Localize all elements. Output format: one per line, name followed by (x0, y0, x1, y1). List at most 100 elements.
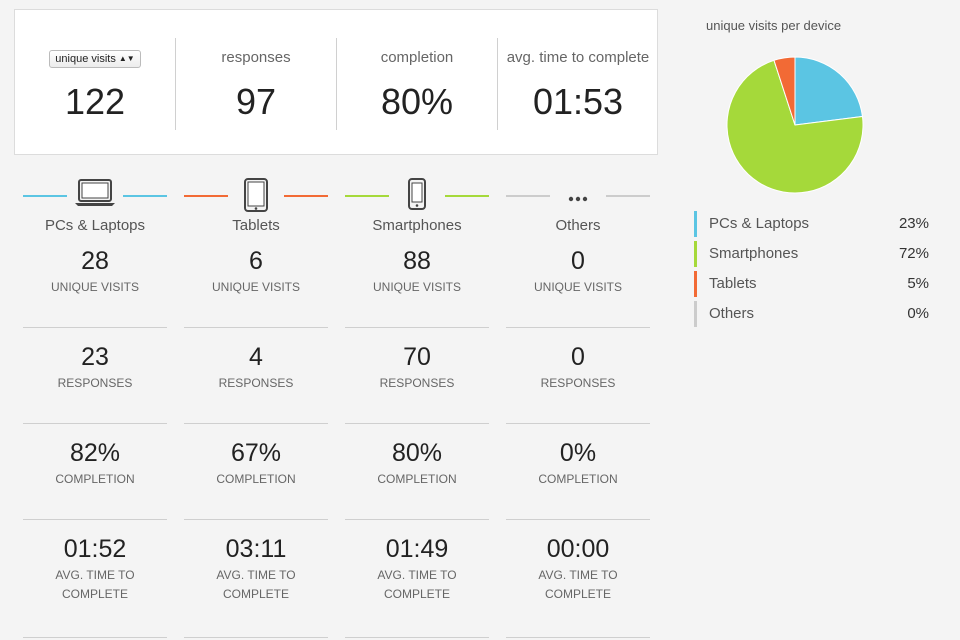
pie-chart (726, 56, 864, 194)
summary-value: 80% (380, 81, 454, 122)
select-arrows-icon: ▲▼ (118, 54, 135, 63)
tablet-icon (243, 178, 269, 217)
legend-name: PCs & Laptops (709, 215, 810, 232)
metric-select[interactable]: unique visits ▲▼ (49, 50, 141, 68)
legend-color-bar (694, 211, 697, 237)
legend-item: Tablets 5% (694, 270, 934, 300)
summary-responses: responses 97 (175, 38, 336, 130)
metric-caption: AVG. TIME TO COMPLETE (216, 568, 296, 601)
metric-completion: 82% COMPLETION (23, 424, 167, 520)
legend-item: PCs & Laptops 23% (694, 210, 934, 240)
summary-completion: completion 80% (336, 38, 497, 130)
pie-slice-smartphones (726, 59, 864, 194)
metric-completion: 0% COMPLETION (506, 424, 650, 520)
legend-percent: 0% (907, 305, 929, 322)
device-color-line (284, 195, 328, 197)
metric-time: 01:52 AVG. TIME TO COMPLETE (23, 520, 167, 638)
legend-percent: 72% (898, 245, 929, 262)
metric-caption: UNIQUE VISITS (372, 280, 461, 294)
laptop-icon (74, 178, 116, 213)
device-color-line (606, 195, 650, 197)
legend-color-bar (694, 301, 697, 327)
legend-name: Smartphones (709, 245, 799, 262)
metric-value: 03:11 (225, 535, 287, 563)
metric-caption: UNIQUE VISITS (50, 280, 139, 294)
metric-caption: COMPLETION (216, 472, 296, 486)
metric-value: 88 (403, 247, 431, 275)
metric-value: 00:00 (546, 535, 610, 563)
metric-value: 0 (571, 343, 585, 371)
summary-label: responses (221, 49, 291, 66)
metric-caption: UNIQUE VISITS (211, 280, 300, 294)
metric-time: 01:49 AVG. TIME TO COMPLETE (345, 520, 489, 638)
metric-value: 80% (391, 439, 443, 467)
metric-time: 00:00 AVG. TIME TO COMPLETE (506, 520, 650, 638)
summary-value: 97 (235, 81, 277, 122)
metric-value: 6 (249, 247, 263, 275)
legend-percent: 5% (907, 275, 929, 292)
device-header (184, 176, 328, 214)
ellipsis-icon (566, 178, 590, 217)
metric-caption: UNIQUE VISITS (533, 280, 622, 294)
summary-label: avg. time to complete (506, 49, 650, 66)
metric-caption: COMPLETION (377, 472, 457, 486)
summary-value: 122 (64, 81, 126, 122)
metric-responses: 70 RESPONSES (345, 328, 489, 424)
metric-caption: RESPONSES (57, 376, 133, 390)
metric-visits: 6 UNIQUE VISITS (184, 238, 328, 328)
device-color-line (184, 195, 228, 197)
metric-value: 67% (230, 439, 282, 467)
legend-percent: 23% (898, 215, 929, 232)
summary-label: completion (380, 49, 454, 66)
pie-legend: PCs & Laptops 23% Smartphones 72% Tablet… (694, 210, 934, 330)
device-column-tablets: Tablets 6 UNIQUE VISITS 4 RESPONSES 67% … (184, 176, 328, 638)
summary-card: unique visits ▲▼ 122 responses 97 complet… (14, 9, 658, 155)
metric-visits: 88 UNIQUE VISITS (345, 238, 489, 328)
device-color-line (445, 195, 489, 197)
metric-completion: 80% COMPLETION (345, 424, 489, 520)
legend-name: Others (709, 305, 755, 322)
summary-value: 01:53 (532, 81, 624, 122)
device-name: Smartphones (372, 217, 462, 234)
device-column-smartphones: Smartphones 88 UNIQUE VISITS 70 RESPONSE… (345, 176, 489, 638)
metric-caption: RESPONSES (379, 376, 455, 390)
metric-responses: 23 RESPONSES (23, 328, 167, 424)
metric-visits: 28 UNIQUE VISITS (23, 238, 167, 328)
metric-value: 23 (81, 343, 109, 371)
metric-select-value: unique visits (55, 53, 116, 65)
device-header (345, 176, 489, 214)
metric-value: 01:52 (63, 535, 127, 563)
legend-item: Smartphones 72% (694, 240, 934, 270)
metric-caption: COMPLETION (538, 472, 618, 486)
metric-value: 4 (249, 343, 263, 371)
metric-value: 28 (81, 247, 109, 275)
pie-slice-tablets (773, 56, 796, 126)
metric-responses: 4 RESPONSES (184, 328, 328, 424)
device-name: Others (555, 217, 601, 234)
summary-unique-visits: unique visits ▲▼ 122 (15, 38, 175, 130)
legend-item: Others 0% (694, 300, 934, 330)
metric-time: 03:11 AVG. TIME TO COMPLETE (184, 520, 328, 638)
device-column-others: Others 0 UNIQUE VISITS 0 RESPONSES 0% CO… (506, 176, 650, 638)
legend-name: Tablets (709, 275, 757, 292)
metric-value: 0 (571, 247, 585, 275)
pie-slice-pcs-laptops (794, 56, 864, 126)
device-column-pcs: PCs & Laptops 28 UNIQUE VISITS 23 RESPON… (23, 176, 167, 638)
device-header (23, 176, 167, 214)
smartphone-icon (407, 178, 427, 215)
metric-completion: 67% COMPLETION (184, 424, 328, 520)
device-color-line (506, 195, 550, 197)
legend-color-bar (694, 241, 697, 267)
pie-chart-title: unique visits per device (706, 18, 842, 33)
device-name: Tablets (232, 217, 280, 234)
metric-caption: RESPONSES (218, 376, 294, 390)
metric-caption: AVG. TIME TO COMPLETE (538, 568, 618, 601)
metric-caption: COMPLETION (55, 472, 135, 486)
metric-visits: 0 UNIQUE VISITS (506, 238, 650, 328)
metric-value: 70 (403, 343, 431, 371)
device-color-line (23, 195, 67, 197)
device-color-line (123, 195, 167, 197)
metric-caption: RESPONSES (540, 376, 616, 390)
metric-caption: AVG. TIME TO COMPLETE (377, 568, 457, 601)
metric-value: 01:49 (385, 535, 449, 563)
